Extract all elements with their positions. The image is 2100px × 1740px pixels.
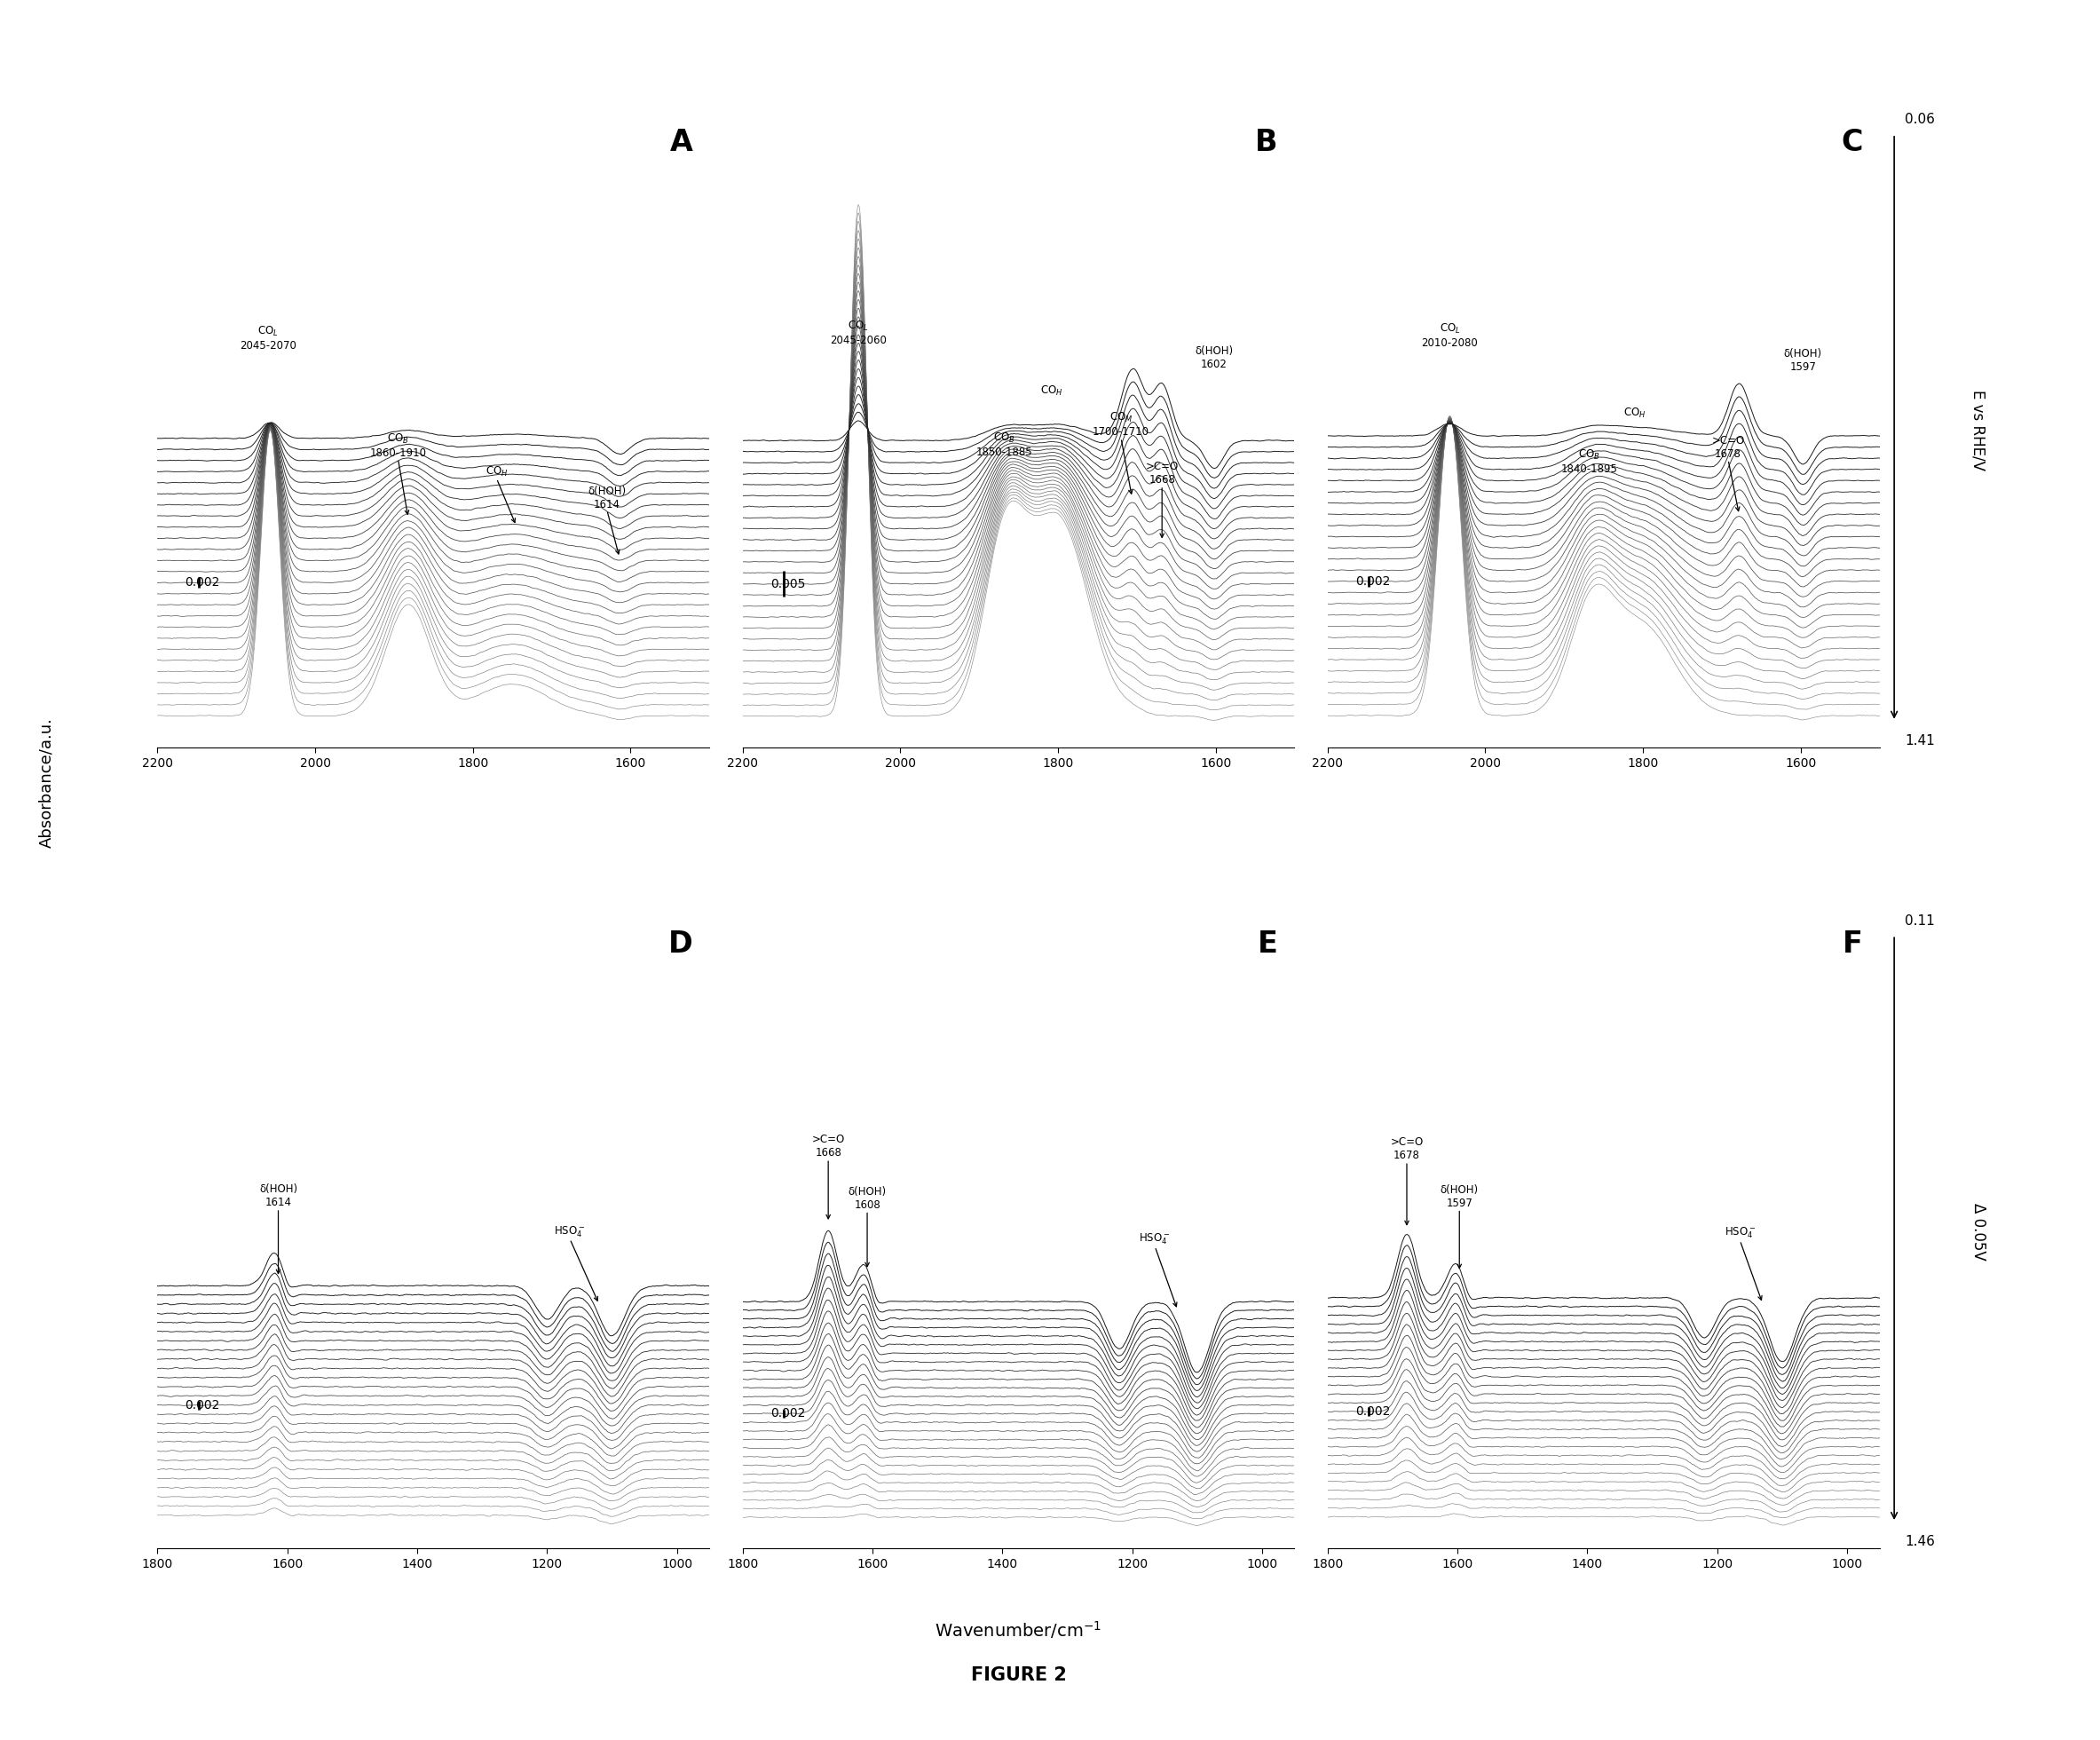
Text: 0.002: 0.002 [185,576,220,588]
Text: Wavenumber/cm$^{-1}$: Wavenumber/cm$^{-1}$ [935,1620,1102,1641]
Text: δ(HOH)
1602: δ(HOH) 1602 [1195,346,1233,371]
Text: 0.002: 0.002 [1354,1406,1390,1418]
Text: 0.002: 0.002 [1354,576,1390,588]
Text: 1.46: 1.46 [1905,1535,1934,1549]
Text: C: C [1842,129,1863,157]
Text: 0.002: 0.002 [185,1399,220,1411]
Text: δ(HOH)
1614: δ(HOH) 1614 [588,485,626,510]
Text: δ(HOH)
1597: δ(HOH) 1597 [1783,348,1823,372]
Text: CO$_M$
1700-1710: CO$_M$ 1700-1710 [1092,411,1149,438]
Text: >C=O
1678: >C=O 1678 [1712,435,1745,459]
Text: B: B [1256,129,1279,157]
Text: CO$_B$
1850-1885: CO$_B$ 1850-1885 [976,432,1033,458]
Text: E: E [1258,929,1279,959]
Text: CO$_H$: CO$_H$ [1040,385,1063,398]
Text: CO$_L$
2010-2080: CO$_L$ 2010-2080 [1422,322,1478,350]
Text: 1.41: 1.41 [1905,734,1934,748]
Text: CO$_L$
2045-2060: CO$_L$ 2045-2060 [830,320,886,346]
Text: CO$_B$
1860-1910: CO$_B$ 1860-1910 [370,432,426,459]
Text: F: F [1842,929,1863,959]
Text: HSO$_4^-$: HSO$_4^-$ [1138,1232,1170,1246]
Text: 0.11: 0.11 [1905,914,1934,927]
Text: Δ 0.05V: Δ 0.05V [1970,1202,1987,1260]
Text: 0.06: 0.06 [1905,113,1934,127]
Text: 0.005: 0.005 [771,578,804,590]
Text: δ(HOH)
1608: δ(HOH) 1608 [848,1185,886,1211]
Text: CO$_B$
1840-1895: CO$_B$ 1840-1895 [1560,449,1617,475]
Text: D: D [668,929,693,959]
Text: CO$_H$: CO$_H$ [485,465,508,479]
Text: 0.002: 0.002 [771,1408,804,1420]
Text: E vs RHE/V: E vs RHE/V [1970,390,1987,472]
Text: >C=O
1678: >C=O 1678 [1390,1136,1424,1161]
Text: A: A [670,129,693,157]
Text: δ(HOH)
1614: δ(HOH) 1614 [258,1183,298,1208]
Text: HSO$_4^-$: HSO$_4^-$ [1724,1225,1756,1241]
Text: >C=O
1668: >C=O 1668 [1144,461,1178,485]
Text: δ(HOH)
1597: δ(HOH) 1597 [1441,1183,1478,1209]
Text: CO$_L$
2045-2070: CO$_L$ 2045-2070 [239,325,296,351]
Text: CO$_H$: CO$_H$ [1623,407,1646,419]
Text: >C=O
1668: >C=O 1668 [813,1134,844,1159]
Text: HSO$_4^-$: HSO$_4^-$ [554,1225,586,1239]
Text: Absorbance/a.u.: Absorbance/a.u. [38,719,55,847]
Text: FIGURE 2: FIGURE 2 [970,1667,1067,1684]
